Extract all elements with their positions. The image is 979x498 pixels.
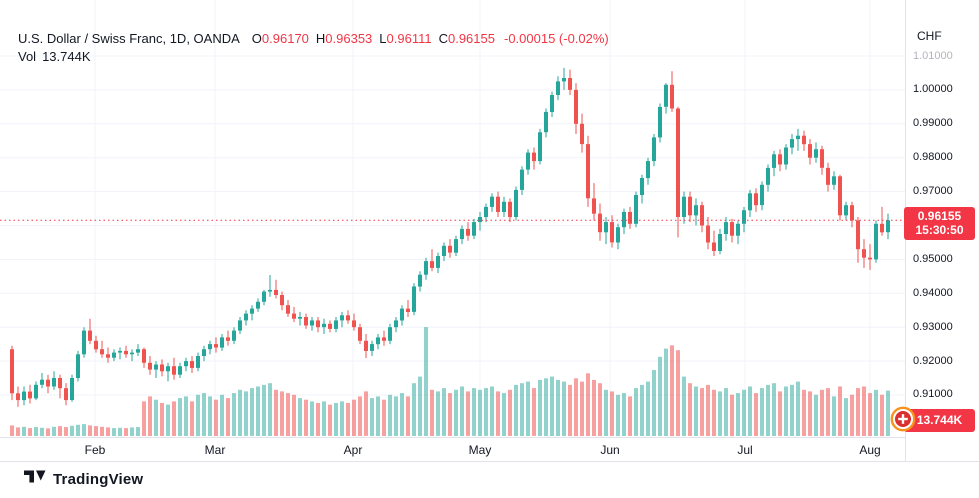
time-tick-label: Feb (84, 443, 106, 457)
candles-layer (10, 67, 890, 407)
time-tick-label: Jun (600, 443, 620, 457)
price-tick-label: 0.92000 (913, 355, 953, 367)
price-tick-label: 1.01000 (913, 50, 953, 62)
tradingview-logo-icon (24, 470, 46, 489)
price-tick-label: 0.93000 (913, 321, 953, 333)
price-tick-label: 0.97000 (913, 185, 953, 197)
close-label: C (438, 31, 448, 46)
candlestick-chart-canvas[interactable] (0, 0, 905, 437)
volume-value: 13.744K (42, 49, 91, 64)
price-axis[interactable]: CHF 1.01000 1.00000 0.99000 0.98000 0.97000 0… (904, 0, 979, 461)
price-tick-label: 1.00000 (913, 83, 953, 95)
open-value: 0.96170 (261, 31, 309, 46)
time-tick-label: Apr (343, 443, 363, 457)
volume-layer (10, 327, 890, 437)
time-tick-label: May (468, 443, 492, 457)
time-tick-label: Aug (859, 443, 881, 457)
change-value: -0.00015 (-0.02%) (503, 31, 609, 46)
high-label: H (315, 31, 326, 46)
low-label: L (379, 31, 387, 46)
price-tick-label: 0.99000 (913, 117, 953, 129)
time-tick-label: Mar (204, 443, 226, 457)
high-value: 0.96353 (325, 31, 373, 46)
chart-legend: U.S. Dollar / Swiss Franc, 1D, OANDA O0.… (18, 31, 609, 64)
price-tick-label: 0.98000 (913, 151, 953, 163)
time-tick-label: Jul (737, 443, 753, 457)
countdown-timer: 15:30:50 (915, 223, 964, 237)
price-tick-label: 0.94000 (913, 287, 953, 299)
chart-frame-border (0, 461, 979, 462)
last-price-value: 0.96155 (917, 209, 962, 223)
last-volume-badge: 13.744K (904, 409, 975, 432)
axis-currency-label: CHF (917, 29, 942, 43)
tradingview-attribution[interactable]: TradingView (24, 470, 143, 489)
last-price-badge: 0.96155 15:30:50 (904, 207, 975, 240)
price-tick-label: 0.95000 (913, 253, 953, 265)
close-value: 0.96155 (447, 31, 495, 46)
chf-flag-icon (890, 406, 916, 437)
time-axis[interactable]: Feb Mar Apr May Jun Jul Aug (0, 437, 905, 462)
tradingview-brand-text: TradingView (53, 471, 144, 488)
symbol-title[interactable]: U.S. Dollar / Swiss Franc, 1D, OANDA (18, 31, 240, 46)
low-value: 0.96111 (386, 31, 432, 46)
volume-label[interactable]: Vol (18, 49, 37, 64)
open-label: O (251, 31, 262, 46)
price-tick-label: 0.91000 (913, 388, 953, 400)
grid-layer (0, 0, 905, 437)
